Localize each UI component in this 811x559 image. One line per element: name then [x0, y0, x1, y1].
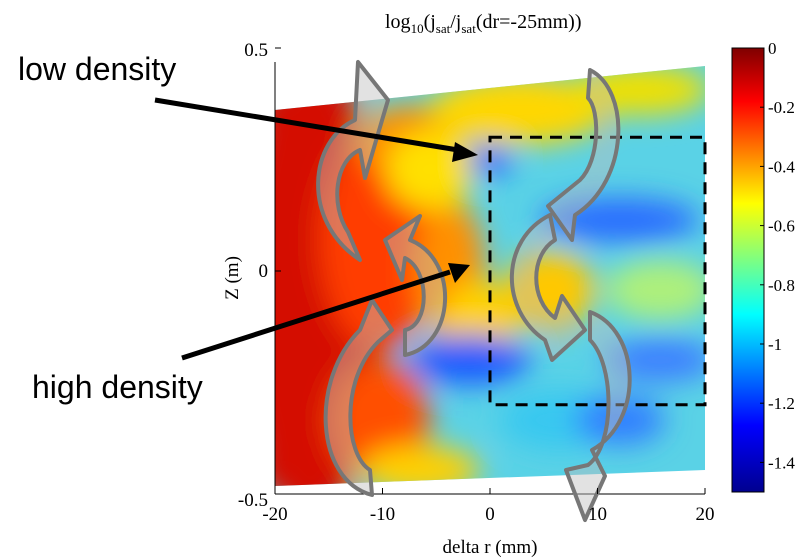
- colorbar-tick-label: 0: [768, 39, 777, 58]
- y-axis-label: Z (m): [222, 256, 243, 300]
- annotation-high-density-arrow: [181, 269, 451, 361]
- flow-arrow-left-bottom: [323, 298, 394, 497]
- y-tick-label: 0: [259, 261, 269, 282]
- flow-arrows: [316, 60, 632, 522]
- flow-arrow-right-bottom: [564, 310, 632, 522]
- colorbar-tick-label: -0.6: [768, 217, 795, 236]
- x-tick-label: 20: [696, 504, 715, 525]
- chart-title: log10(jsat/jsat(dr=-25mm)): [385, 11, 582, 36]
- annotations: low density high density: [18, 51, 478, 405]
- x-tick-label: -20: [262, 504, 287, 525]
- x-axis-label: delta r (mm): [443, 537, 538, 558]
- x-tick-label: 10: [588, 504, 607, 525]
- y-tick-label: -0.5: [238, 490, 268, 511]
- x-tick-label: -10: [370, 504, 395, 525]
- colorbar-tick-label: -0.8: [768, 276, 795, 295]
- x-tick-label: 0: [485, 504, 495, 525]
- colorbar-tick-label: -0.2: [768, 98, 795, 117]
- colorbar-tick-label: -1.2: [768, 394, 795, 413]
- annotation-high-density-arrowhead: [448, 263, 470, 283]
- annotation-low-density: low density: [18, 51, 176, 87]
- annotation-high-density: high density: [32, 369, 203, 405]
- flow-arrow-left-mid: [383, 214, 447, 357]
- flow-arrow-left-top: [316, 60, 390, 262]
- colorbar: [731, 47, 765, 493]
- flow-arrow-right-mid: [509, 213, 587, 362]
- flow-arrow-right-top: [546, 68, 621, 242]
- colorbar-tick-label: -1: [768, 335, 782, 354]
- annotation-low-density-arrow: [154, 97, 459, 153]
- heatmap-field: [275, 66, 705, 486]
- colorbar-tick-label: -0.4: [768, 157, 795, 176]
- y-tick-label: 0.5: [244, 40, 268, 61]
- annotation-low-density-arrowhead: [452, 142, 478, 162]
- colorbar-tick-label: -1.4: [768, 453, 795, 472]
